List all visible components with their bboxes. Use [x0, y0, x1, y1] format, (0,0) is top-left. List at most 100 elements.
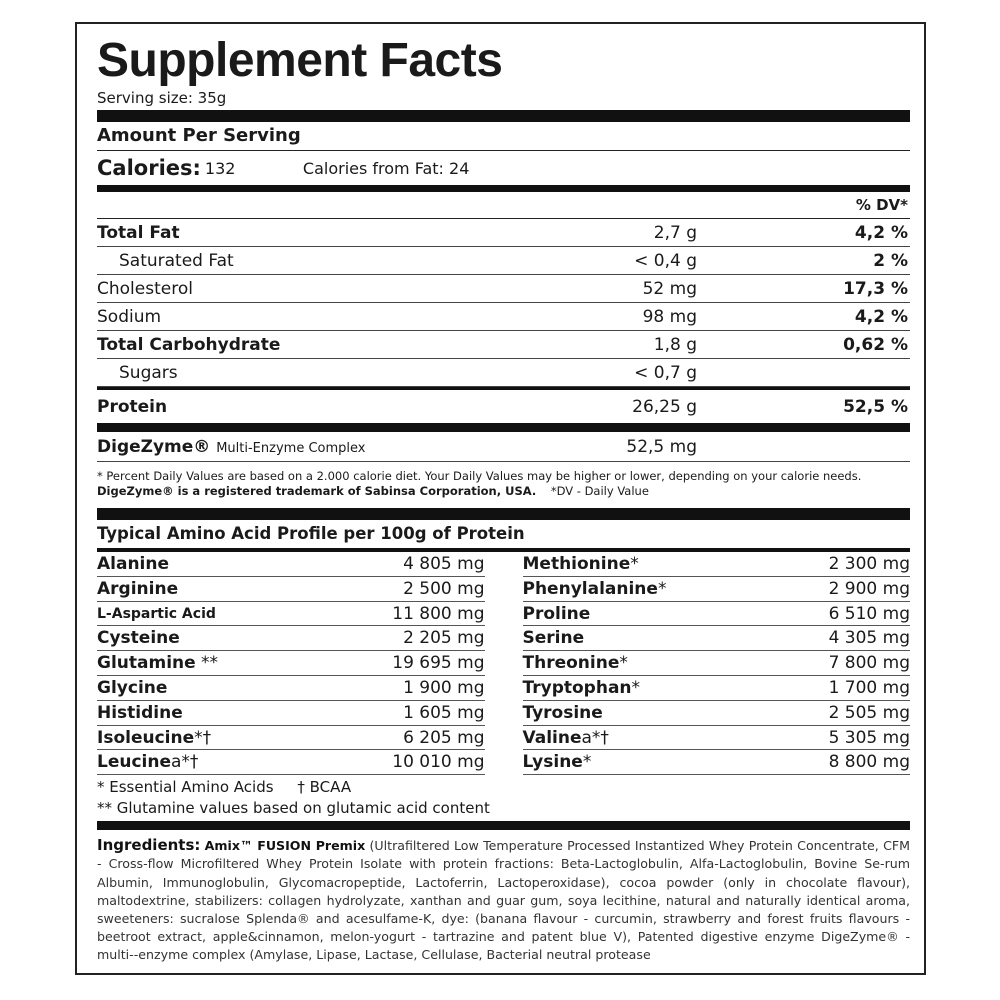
- nutrient-amount: 98 mg: [642, 306, 697, 327]
- amino-amount: 4 305 mg: [828, 628, 910, 649]
- digezyme-desc: Multi-Enzyme Complex: [216, 440, 366, 456]
- amino-name: Threonine: [522, 653, 620, 674]
- amino-row: Serine 4 305 mg: [522, 626, 910, 652]
- nutrient-row: Saturated Fat < 0,4 g 2 %: [97, 247, 910, 275]
- footnote-dv-legend: *DV - Daily Value: [550, 484, 649, 498]
- amino-amount: 6 510 mg: [828, 603, 910, 624]
- amino-row: Alanine 4 805 mg: [97, 552, 485, 577]
- digezyme-name: DigeZyme®: [97, 436, 211, 457]
- amino-footnote-essential: * Essential Amino Acids † BCAA: [97, 778, 352, 797]
- amino-table: Alanine 4 805 mg Arginine 2 500 mg L-Asparti…: [97, 552, 910, 776]
- digezyme-amount: 52,5 mg: [626, 436, 697, 457]
- amino-row: Arginine 2 500 mg: [97, 577, 485, 602]
- amino-amount: 7 800 mg: [828, 653, 910, 674]
- nutrient-name: Total Carbohydrate: [97, 334, 281, 355]
- amino-row: Cysteine 2 205 mg: [97, 626, 485, 652]
- amount-per-serving: Amount Per Serving: [97, 125, 301, 146]
- amino-name: Methionine: [522, 554, 631, 574]
- nutrient-row: Sugars < 0,7 g: [97, 359, 910, 387]
- amino-footnotes: * Essential Amino Acids † BCAA ** Glutam…: [97, 775, 910, 821]
- amino-name: Tyrosine: [522, 702, 603, 723]
- nutrient-dv: 52,5 %: [843, 396, 908, 417]
- amino-amount: 2 505 mg: [828, 702, 910, 723]
- amino-mark: *†: [194, 727, 212, 748]
- serving-size: Serving size: 35g: [97, 89, 227, 107]
- amino-name: Alanine: [97, 554, 170, 574]
- amino-name: Serine: [522, 628, 585, 649]
- amino-name: Histidine: [97, 702, 183, 723]
- nutrient-row: Sodium 98 mg 4,2 %: [97, 303, 910, 331]
- nutrient-name: Saturated Fat: [119, 250, 234, 271]
- nutrient-amount: < 0,7 g: [634, 362, 697, 383]
- nutrient-dv: 2 %: [873, 250, 908, 271]
- amino-mark: *: [582, 752, 592, 773]
- amino-mark: *: [631, 677, 641, 698]
- divider: [97, 150, 910, 151]
- amino-row: Tyrosine 2 505 mg: [522, 701, 910, 726]
- nutrient-amount: 52 mg: [642, 278, 697, 299]
- divider: [97, 185, 910, 192]
- amino-amount: 1 700 mg: [828, 677, 910, 698]
- amino-row: Histidine 1 605 mg: [97, 701, 485, 726]
- amino-name: Arginine: [97, 578, 179, 599]
- amino-name: L-Aspartic Acid: [97, 605, 216, 622]
- amino-row: Tryptophan* 1 700 mg: [522, 676, 910, 701]
- nutrient-dv: 0,62 %: [843, 334, 908, 355]
- amino-amount: 2 900 mg: [828, 578, 910, 599]
- amino-name: Glutamine: [97, 653, 196, 674]
- amino-row: Leucinea*† 10 010 mg: [97, 750, 485, 776]
- ingredients-text: (Ultrafiltered Low Temperature Processed…: [97, 838, 910, 963]
- amino-mark: *: [657, 578, 667, 599]
- amino-amount: 1 900 mg: [403, 677, 485, 698]
- amino-mark: *: [630, 554, 639, 574]
- amino-row: Lysine* 8 800 mg: [522, 750, 910, 776]
- amino-mark: a*†: [171, 752, 199, 773]
- footnote-dv: * Percent Daily Values are based on a 2.…: [97, 469, 862, 483]
- calories-value: 132: [204, 158, 236, 178]
- nutrient-name: Cholesterol: [97, 278, 193, 299]
- amino-amount: 2 205 mg: [403, 628, 485, 649]
- nutrient-amount: 2,7 g: [653, 222, 697, 243]
- digezyme-row: DigeZyme® Multi-Enzyme Complex 52,5 mg: [97, 432, 910, 462]
- amino-amount: 19 695 mg: [392, 653, 485, 674]
- ingredients-label: Ingredients:: [97, 836, 201, 855]
- amino-row: Threonine* 7 800 mg: [522, 651, 910, 676]
- ingredients: Ingredients: Amix™ FUSION Premix (Ultraf…: [97, 830, 910, 964]
- calories-row: Calories: 132 Calories from Fat: 24: [97, 151, 910, 185]
- nutrient-amount: < 0,4 g: [634, 250, 697, 271]
- calories-label: Calories:: [97, 156, 201, 180]
- nutrient-row: Cholesterol 52 mg 17,3 %: [97, 275, 910, 303]
- divider: [97, 387, 910, 390]
- amino-header: Typical Amino Acid Profile per 100g of P…: [97, 524, 525, 543]
- amino-row: Phenylalanine* 2 900 mg: [522, 577, 910, 602]
- divider: [97, 110, 910, 122]
- page-title: Supplement Facts: [97, 34, 503, 87]
- amino-amount: 4 805 mg: [403, 554, 485, 574]
- footnote-trademark: DigeZyme® is a registered trademark of S…: [97, 484, 537, 498]
- amino-name: Valine: [522, 727, 582, 748]
- amino-row: Isoleucine*† 6 205 mg: [97, 726, 485, 751]
- divider: [97, 218, 910, 219]
- amino-name: Isoleucine: [97, 727, 195, 748]
- dv-header: % DV*: [855, 196, 908, 214]
- amino-amount: 2 300 mg: [828, 554, 910, 574]
- amino-row: Valinea*† 5 305 mg: [522, 726, 910, 751]
- amino-name: Glycine: [97, 677, 168, 698]
- nutrient-name: Sugars: [119, 362, 178, 383]
- amino-mark: a*†: [581, 727, 609, 748]
- amino-amount: 10 010 mg: [392, 752, 485, 773]
- nutrient-table: Total Fat 2,7 g 4,2 % Saturated Fat < 0,4 g 2…: [97, 219, 910, 423]
- nutrient-name: Protein: [97, 396, 168, 417]
- footnotes: * Percent Daily Values are based on a 2.…: [97, 462, 910, 508]
- nutrient-dv: 17,3 %: [843, 278, 908, 299]
- nutrient-row: Total Fat 2,7 g 4,2 %: [97, 219, 910, 247]
- amino-name: Tryptophan: [522, 677, 632, 698]
- nutrient-amount: 1,8 g: [653, 334, 697, 355]
- amino-row: Methionine* 2 300 mg: [522, 552, 910, 577]
- amino-name: Phenylalanine: [522, 578, 658, 599]
- nutrient-dv: 4,2 %: [854, 306, 908, 327]
- amino-amount: 11 800 mg: [392, 603, 485, 624]
- divider: [97, 423, 910, 432]
- amino-amount: 1 605 mg: [403, 702, 485, 723]
- nutrient-name: Sodium: [97, 306, 162, 327]
